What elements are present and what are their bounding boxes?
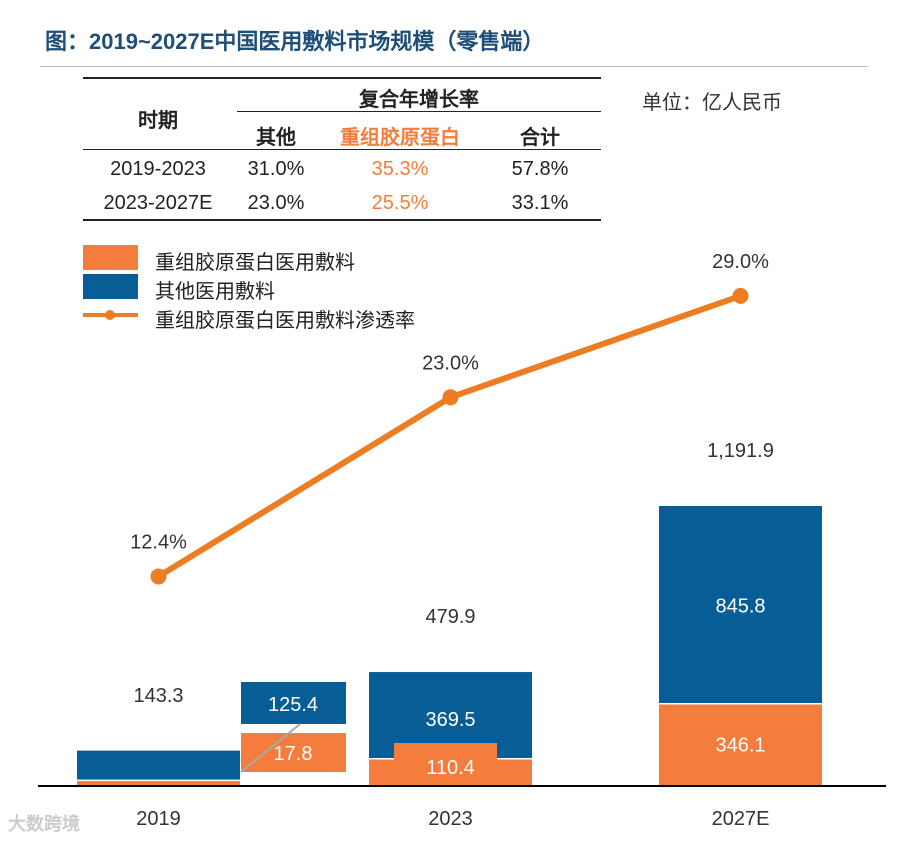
chart-title: 图：2019~2027E中国医用敷料市场规模（零售端） (45, 29, 545, 54)
bar-collagen (659, 704, 822, 785)
penetration-point (150, 568, 167, 585)
data-label-collagen: 17.8 (274, 743, 313, 765)
cell: 35.3% (371, 158, 429, 180)
penetration-label: 29.0% (712, 251, 769, 273)
cell: 31.0% (247, 158, 305, 180)
callout-leader-line (240, 723, 301, 773)
row-period: 2019-2023 (110, 158, 206, 180)
x-tick-label: 2019 (136, 808, 181, 830)
callout-collagen-2023 (394, 743, 497, 785)
x-tick-label: 2027E (712, 808, 770, 830)
legend-label-other: 其他医用敷料 (155, 281, 275, 303)
watermark: 大数跨境 (8, 814, 80, 834)
table-header-rule (83, 149, 601, 150)
cell: 33.1% (511, 192, 569, 214)
callout-collagen-2019 (241, 733, 346, 772)
penetration-point (732, 287, 749, 304)
bar-collagen (77, 780, 240, 785)
data-label-collagen: 110.4 (426, 757, 475, 779)
data-label-collagen: 346.1 (715, 735, 765, 757)
col-other: 其他 (256, 127, 296, 149)
table-bottom-rule (83, 219, 601, 221)
penetration-label: 12.4% (130, 531, 187, 553)
data-label-other: 369.5 (425, 709, 475, 731)
total-label: 1,191.9 (707, 440, 774, 462)
penetration-line (156, 293, 742, 579)
x-tick-label: 2023 (428, 808, 473, 830)
title-divider (40, 66, 868, 67)
penetration-point (442, 389, 459, 406)
legend-label-collagen: 重组胶原蛋白医用敷料 (155, 252, 355, 274)
total-label: 479.9 (425, 606, 475, 628)
legend-swatch-other (83, 274, 138, 299)
legend-label-penetration: 重组胶原蛋白医用敷料渗透率 (155, 310, 415, 332)
bar-other (659, 506, 822, 704)
data-label-other: 125.4 (268, 694, 318, 716)
bar-other (77, 750, 240, 780)
table-top-rule (83, 77, 601, 79)
data-label-other: 845.8 (715, 596, 765, 618)
row-period: 2023-2027E (103, 192, 213, 214)
cell: 23.0% (247, 192, 305, 214)
callout-other-2019 (241, 682, 346, 724)
col-total: 合计 (520, 127, 560, 149)
col-collagen: 重组胶原蛋白 (340, 127, 460, 149)
total-label: 143.3 (133, 685, 183, 707)
period-header: 时期 (138, 110, 178, 132)
penetration-label: 23.0% (422, 352, 479, 374)
cell: 57.8% (511, 158, 569, 180)
legend-swatch-collagen (83, 245, 138, 270)
table-mid-rule (237, 111, 601, 112)
cagr-header: 复合年增长率 (359, 89, 479, 111)
legend-marker-penetration (105, 310, 115, 320)
cell: 25.5% (371, 192, 429, 214)
unit-label: 单位：亿人民币 (642, 92, 782, 114)
